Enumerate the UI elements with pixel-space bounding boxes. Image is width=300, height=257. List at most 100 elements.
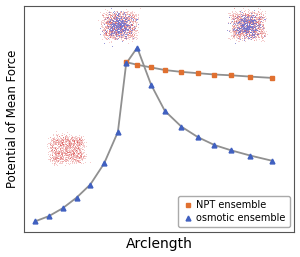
Point	[118, 23, 123, 27]
Point	[118, 37, 123, 41]
Point	[232, 24, 237, 28]
Point	[56, 145, 60, 149]
Point	[250, 21, 255, 25]
Point	[116, 23, 121, 27]
Point	[242, 25, 247, 30]
Point	[247, 34, 251, 39]
Point	[115, 15, 120, 19]
Point	[250, 36, 255, 40]
Point	[247, 11, 252, 15]
Point	[120, 12, 125, 16]
Point	[129, 15, 134, 19]
NPT ensemble	[124, 61, 128, 64]
Point	[116, 33, 120, 37]
Point	[117, 26, 122, 31]
Point	[106, 30, 111, 34]
Point	[118, 22, 123, 26]
Point	[248, 18, 252, 22]
Point	[254, 33, 259, 38]
Point	[112, 30, 117, 34]
NPT ensemble	[149, 66, 153, 69]
Point	[246, 19, 251, 23]
Point	[252, 21, 257, 25]
Point	[247, 33, 251, 37]
Point	[261, 25, 266, 29]
Point	[111, 31, 116, 35]
Point	[250, 31, 254, 35]
Point	[117, 29, 122, 33]
Point	[246, 26, 251, 30]
Point	[246, 17, 251, 21]
Point	[114, 15, 118, 20]
Point	[255, 30, 260, 34]
Point	[236, 36, 240, 40]
Point	[108, 12, 113, 16]
Point	[103, 12, 108, 16]
Point	[126, 15, 130, 19]
Point	[240, 30, 244, 34]
Point	[108, 14, 112, 18]
Point	[242, 25, 247, 30]
Point	[129, 22, 134, 26]
Point	[232, 27, 236, 31]
Point	[236, 30, 240, 34]
Point	[108, 20, 113, 24]
Point	[102, 21, 107, 25]
Point	[127, 14, 132, 18]
Point	[253, 34, 258, 38]
Point	[253, 27, 258, 31]
Point	[254, 32, 259, 36]
Point	[248, 21, 252, 25]
Point	[51, 140, 56, 144]
Point	[233, 30, 238, 34]
Point	[258, 14, 263, 19]
Point	[76, 140, 81, 144]
Point	[243, 32, 248, 36]
Point	[102, 17, 107, 21]
Point	[245, 27, 250, 31]
Point	[66, 145, 71, 149]
Point	[106, 10, 111, 14]
Point	[232, 16, 237, 20]
Point	[126, 32, 130, 36]
Point	[123, 23, 128, 27]
Point	[53, 146, 58, 151]
Point	[251, 18, 256, 22]
Point	[122, 36, 127, 40]
Point	[112, 16, 117, 20]
Point	[108, 29, 113, 33]
Point	[125, 15, 130, 19]
Point	[108, 34, 113, 38]
Point	[261, 26, 266, 30]
Point	[103, 21, 108, 25]
Point	[102, 19, 106, 23]
Point	[68, 155, 72, 160]
Point	[247, 24, 251, 28]
Point	[250, 22, 255, 26]
Point	[67, 142, 72, 146]
Point	[78, 160, 82, 164]
Point	[242, 30, 246, 34]
Point	[237, 29, 242, 33]
Point	[122, 22, 127, 26]
Point	[250, 21, 255, 25]
Point	[127, 29, 132, 33]
Point	[242, 16, 247, 21]
Point	[112, 30, 116, 34]
Point	[116, 14, 121, 18]
Point	[121, 18, 126, 22]
Point	[58, 138, 63, 142]
Point	[121, 29, 125, 33]
Point	[120, 23, 125, 27]
Point	[257, 37, 262, 41]
Point	[53, 150, 58, 154]
Point	[99, 22, 103, 26]
Point	[50, 139, 55, 143]
osmotic ensemble	[149, 83, 153, 86]
Point	[75, 139, 80, 143]
Point	[64, 151, 69, 155]
Point	[257, 22, 262, 26]
Point	[116, 30, 121, 34]
Point	[256, 14, 261, 19]
Point	[74, 137, 79, 142]
